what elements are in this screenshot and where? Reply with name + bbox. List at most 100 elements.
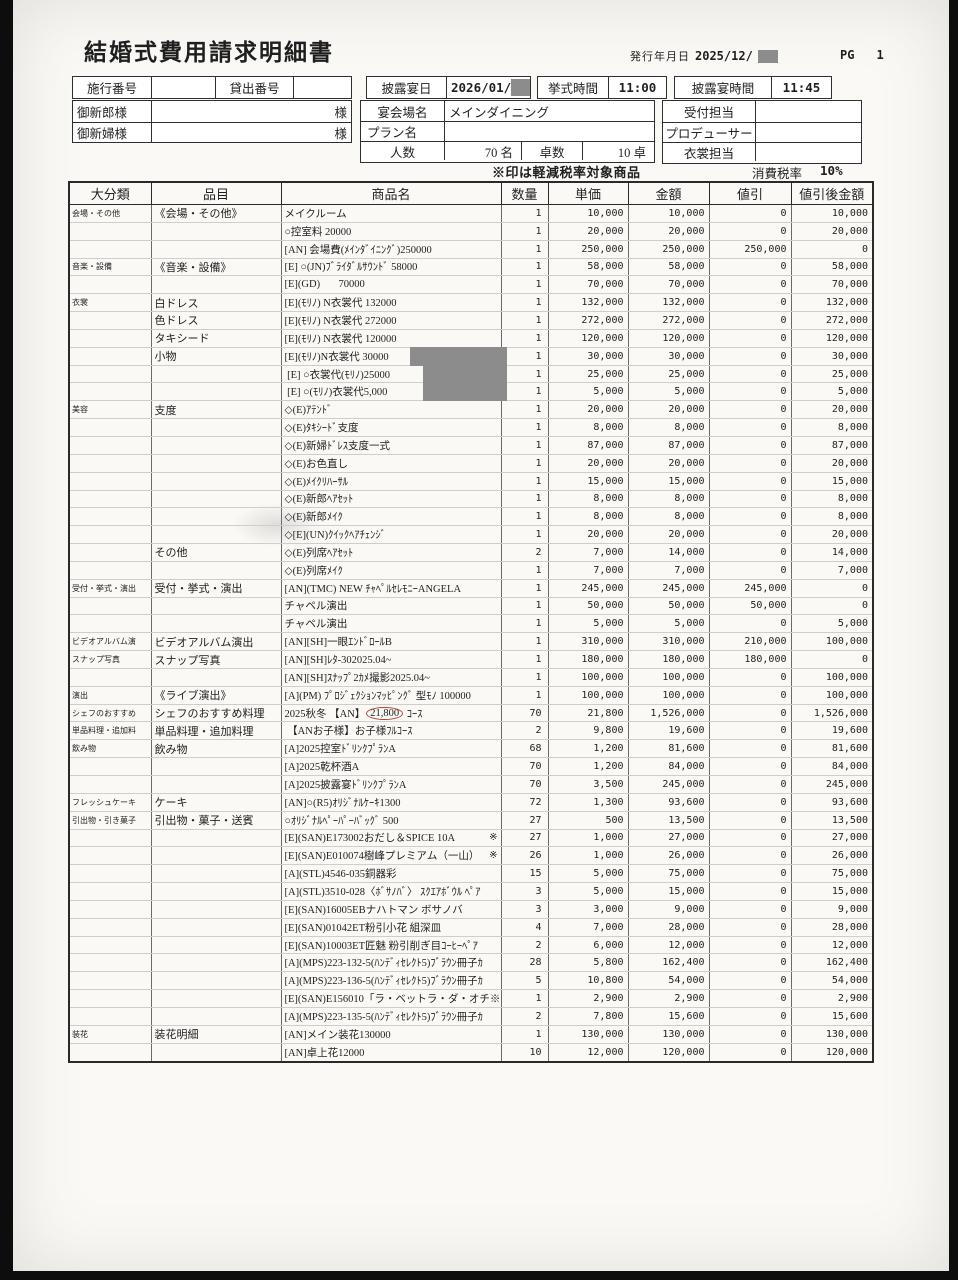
cell-category <box>69 953 152 973</box>
table-row: 装花 装花明細 [AN]メイン装花130000 1 130,000 130,000 0 130… <box>69 1025 873 1044</box>
cell-discount: 0 <box>709 436 792 455</box>
invoice-rows: 会場・その他 《会場・その他》 メイクルーム 1 10,000 10,000 0 10,000… <box>69 204 873 1062</box>
cell-net: 14,000 <box>791 543 873 562</box>
cell-qty: 26 <box>501 846 549 866</box>
cell-amount: 84,000 <box>628 757 710 776</box>
cell-discount: 0 <box>709 668 792 687</box>
cell-unit-price: 7,000 <box>548 543 629 562</box>
cell-amount: 7,000 <box>628 561 710 580</box>
cell-amount: 15,000 <box>628 472 710 491</box>
cell-product: [E](SAN)E156010「ラ・ベットラ・ダ・オチ※ <box>281 989 502 1008</box>
cell-qty: 1 <box>501 347 549 366</box>
cell-item <box>151 472 282 491</box>
table-row: [A](STL)3510-028〈ﾎﾞｻﾉﾊﾞ〉 ｽｸｴｱﾎﾞｳﾙ ﾍﾟｱ 3 5,… <box>69 882 873 901</box>
redaction-box <box>511 79 530 96</box>
cell-amount: 5,000 <box>628 382 710 402</box>
redaction-box <box>757 49 778 63</box>
cell-product: ◇(E)新郎ﾒｲｸ <box>281 507 502 527</box>
cell-qty: 70 <box>501 704 549 723</box>
cell-qty: 1 <box>501 989 549 1008</box>
cell-item <box>151 775 282 794</box>
cell-net: 130,000 <box>791 1025 873 1044</box>
cell-product: [A](PM) ﾌﾟﾛｼﾞｪｸｼｮﾝﾏｯﾋﾟﾝｸﾞ 型ﾓﾉ 100000 <box>281 686 502 705</box>
venue-box: 宴会場名 メインダイニング プラン名 人数 70 名 卓数 10 卓 <box>360 100 655 163</box>
producer-label: プロデューサー <box>665 127 753 141</box>
cell-product: [AN](TMC) NEW ﾁｬﾍﾟﾙｾﾚﾓﾆｰANGELA <box>281 579 502 598</box>
cell-qty: 70 <box>501 775 549 794</box>
table-row: ◇(E)新郎ﾍｱｾｯﾄ 1 8,000 8,000 0 8,000 <box>69 490 873 509</box>
cell-item <box>151 597 282 616</box>
cell-qty: 1 <box>501 204 549 223</box>
table-row: ◇(E)列席ﾒｲｸ 1 7,000 7,000 0 7,000 <box>69 561 873 580</box>
venue-label: 宴会場名 <box>377 105 428 120</box>
cell-net: 0 <box>791 597 873 616</box>
cell-amount: 20,000 <box>628 222 710 241</box>
cell-net: 20,000 <box>791 525 873 545</box>
cell-unit-price: 5,000 <box>548 382 629 402</box>
table-row: ◇(E)ﾒｲｸﾘﾊｰｻﾙ 1 15,000 15,000 0 15,000 <box>69 472 873 491</box>
cell-net: 120,000 <box>791 329 873 348</box>
kashidashi-value <box>293 77 351 98</box>
cell-amount: 180,000 <box>628 650 710 669</box>
cell-item: 《会場・その他》 <box>151 204 282 223</box>
cell-net: 19,600 <box>791 721 873 741</box>
cell-discount: 0 <box>709 811 792 830</box>
cell-item <box>151 757 282 776</box>
cell-discount: 0 <box>709 846 792 866</box>
staff-box: 受付担当 プロデューサー 衣裳担当 <box>662 100 862 164</box>
cell-category <box>69 543 152 562</box>
cell-amount: 27,000 <box>628 829 710 848</box>
cell-discount: 0 <box>709 204 792 223</box>
table-row: [E](SAN)E010074樹峰プレミアム（一山） ※ 26 1,000 26,000… <box>69 846 873 866</box>
reception-date-value: 2026/01/ <box>446 77 530 98</box>
cell-discount: 0 <box>709 936 792 955</box>
cell-product: メイクルーム <box>281 204 502 223</box>
cell-category: 衣裳 <box>69 293 152 313</box>
cell-amount: 12,000 <box>628 936 710 955</box>
cell-amount: 13,500 <box>628 811 710 830</box>
table-row: [E](SAN)16005EBナハトマン ボサノバ 3 3,000 9,000 0 9,0… <box>69 900 873 919</box>
cell-category: フレッシュケーキ <box>69 793 152 812</box>
cell-discount: 210,000 <box>709 632 792 652</box>
col-net: 値引後金額 <box>790 181 874 205</box>
cell-category <box>69 382 152 402</box>
cell-net: 0 <box>791 650 873 669</box>
cell-unit-price: 12,000 <box>548 1043 629 1062</box>
cell-qty: 15 <box>501 864 549 884</box>
cell-item <box>151 418 282 437</box>
cell-item <box>151 989 282 1008</box>
cell-product: [A](STL)3510-028〈ﾎﾞｻﾉﾊﾞ〉 ｽｸｴｱﾎﾞｳﾙ ﾍﾟｱ <box>281 882 502 901</box>
table-row: その他 ◇(E)列席ﾍｱｾｯﾄ 2 7,000 14,000 0 14,000 <box>69 543 873 562</box>
cell-unit-price: 250,000 <box>548 240 629 259</box>
seko-label: 施行番号 <box>86 82 137 96</box>
cell-product: 2025秋冬 【AN】 21,800 ｺｰｽ <box>281 704 502 723</box>
cell-category <box>69 989 152 1008</box>
cell-category <box>69 507 152 527</box>
tax-rate-value: 10% <box>820 163 843 178</box>
cell-discount: 0 <box>709 721 792 741</box>
cell-unit-price: 20,000 <box>548 525 629 545</box>
cell-unit-price: 9,800 <box>548 721 629 741</box>
cell-item <box>151 436 282 455</box>
cell-item <box>151 668 282 687</box>
cell-qty: 2 <box>501 721 549 741</box>
cell-qty: 1 <box>501 365 549 384</box>
cell-unit-price: 500 <box>548 811 629 830</box>
cell-amount: 8,000 <box>628 490 710 509</box>
cell-unit-price: 20,000 <box>548 222 629 241</box>
cell-qty: 1 <box>501 472 549 491</box>
col-qty: 数量 <box>500 181 549 205</box>
reception-date-label: 披露宴日 <box>381 82 432 96</box>
cell-net: 1,526,000 <box>791 704 873 723</box>
cell-net: 25,000 <box>791 365 873 384</box>
cell-product: [E](SAN)01042ET粉引小花 組深皿 <box>281 918 502 937</box>
cell-net: 27,000 <box>791 829 873 848</box>
cell-item <box>151 918 282 937</box>
cell-net: 70,000 <box>791 275 873 295</box>
cell-qty: 70 <box>501 757 549 776</box>
cell-discount: 0 <box>709 365 792 384</box>
couple-box: 御新郎様 様 御新婦様 様 <box>72 100 352 143</box>
cell-category <box>69 418 152 437</box>
table-row: ◇(E)新婦ﾄﾞﾚｽ支度一式 1 87,000 87,000 0 87,000 <box>69 436 873 455</box>
cell-discount: 0 <box>709 864 792 884</box>
